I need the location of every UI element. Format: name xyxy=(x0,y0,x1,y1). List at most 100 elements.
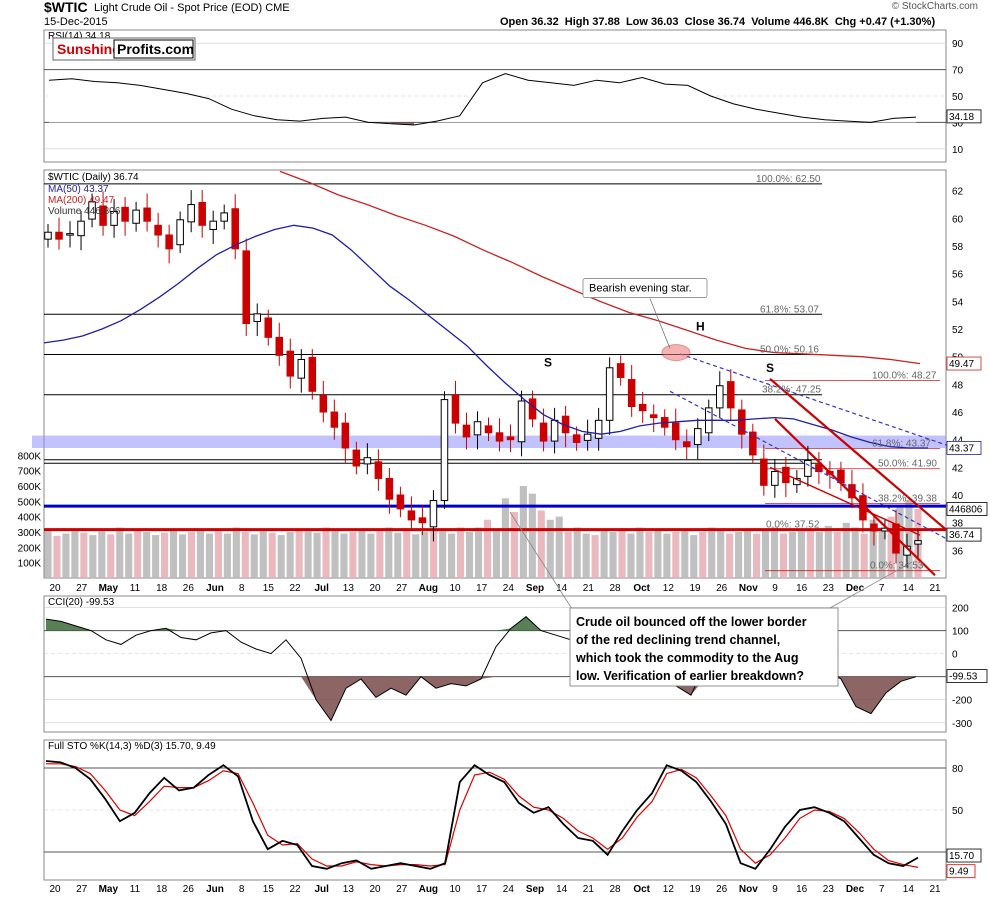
fib-label: 38.2%: 47.25 xyxy=(762,385,821,396)
candle-body xyxy=(198,202,206,226)
candle-body xyxy=(605,367,614,421)
x-tick-label-bottom: 14 xyxy=(556,884,568,895)
volume-bar xyxy=(735,532,743,578)
volume-bar xyxy=(232,527,240,578)
candle-body xyxy=(187,204,195,223)
volume-bar xyxy=(690,535,698,578)
volume-bar xyxy=(178,534,187,578)
candle-body xyxy=(429,500,438,528)
volume-bar xyxy=(125,533,133,578)
rsi-tick-label: 30 xyxy=(952,118,964,129)
volume-bar xyxy=(53,535,61,578)
x-tick-label-bottom: 7 xyxy=(879,884,885,895)
x-tick-label-bottom: Nov xyxy=(739,884,758,895)
volume-bar xyxy=(519,486,527,578)
volume-last-value: 446806 xyxy=(949,504,983,515)
x-tick-label-bottom: 22 xyxy=(289,884,301,895)
volume-bar xyxy=(779,533,788,578)
volume-bar xyxy=(887,516,895,578)
volume-bar xyxy=(627,533,635,578)
evening-star-pointer xyxy=(649,298,671,349)
candle-body xyxy=(738,409,746,435)
candle-body xyxy=(231,208,239,250)
volume-bar xyxy=(214,531,222,578)
x-tick-label-bottom: 23 xyxy=(823,884,835,895)
x-tick-label: 27 xyxy=(396,583,408,594)
x-tick-label: 26 xyxy=(716,583,728,594)
x-tick-label: 16 xyxy=(796,583,808,594)
ma200-last-value-box xyxy=(946,356,982,371)
volume-bar xyxy=(223,533,231,578)
volume-bar xyxy=(286,532,294,578)
volume-bar xyxy=(250,534,258,578)
cci-fill-negative xyxy=(436,676,451,689)
support-zone xyxy=(32,435,946,448)
candle-body xyxy=(484,425,493,434)
candle-body xyxy=(220,212,228,222)
x-tick-label: 21 xyxy=(929,583,941,594)
fib-label: 38.2%: 39.38 xyxy=(878,494,937,505)
volume-bar xyxy=(116,527,124,578)
price-tick-label: 52 xyxy=(952,325,964,336)
x-tick-label-bottom: Oct xyxy=(633,884,650,895)
cci-fill-negative xyxy=(376,676,391,698)
cci-tick-label: 200 xyxy=(952,604,969,615)
volume-bar xyxy=(681,528,689,578)
watermark: © StockCharts.com xyxy=(891,1,978,12)
candle-body xyxy=(804,459,812,477)
candle-body xyxy=(264,317,273,338)
volume-bar xyxy=(546,519,554,578)
x-tick-label: 17 xyxy=(476,583,488,594)
x-tick-label: Jul xyxy=(314,583,329,594)
volume-bar xyxy=(170,530,178,578)
candle-body xyxy=(727,381,735,409)
volume-bar xyxy=(474,527,483,578)
candle-body xyxy=(330,411,339,428)
ma50-legend: MA(50) 43.37 xyxy=(48,184,109,195)
x-tick-label: 20 xyxy=(369,583,381,594)
candle-body xyxy=(143,207,151,222)
cci-fill-negative xyxy=(481,676,496,679)
x-tick-label-bottom: 20 xyxy=(49,884,61,895)
price-tick-label: 58 xyxy=(952,242,964,253)
candle-body xyxy=(154,224,162,236)
volume-last-value-box xyxy=(946,502,988,516)
fib-label: 50.0%: 50.16 xyxy=(760,344,819,355)
volume-bar xyxy=(322,527,330,578)
volume-bar xyxy=(905,499,913,578)
x-tick-label: 13 xyxy=(343,583,355,594)
x-tick-label: 28 xyxy=(609,583,621,594)
price-tick-label: 62 xyxy=(952,187,964,198)
candle-body xyxy=(440,399,449,502)
candle-body xyxy=(638,403,647,412)
cci-fill-positive xyxy=(166,628,181,631)
candle-body xyxy=(44,231,52,240)
candle-body xyxy=(286,350,295,377)
candle-body xyxy=(165,234,173,250)
volume-bar xyxy=(744,528,752,578)
candle-body xyxy=(132,209,140,224)
candle-body xyxy=(760,458,768,486)
sto-k-line xyxy=(45,760,919,870)
rsi-tick-label: 90 xyxy=(952,39,964,50)
volume-bar xyxy=(699,532,707,578)
x-tick-label: 20 xyxy=(49,583,61,594)
sto-legend: Full STO %K(14,3) %D(3) 15.70, 9.49 xyxy=(48,741,216,752)
volume-bar xyxy=(448,533,456,578)
cci-fill-negative xyxy=(856,676,871,714)
x-tick-label: Nov xyxy=(739,583,758,594)
volume-bar xyxy=(815,532,823,578)
sto-k-last-value: 15.70 xyxy=(949,851,974,862)
price-tick-label: 54 xyxy=(952,297,964,308)
candle-body xyxy=(693,428,702,446)
candle-body xyxy=(716,385,724,409)
volume-bar xyxy=(564,532,572,578)
x-tick-label: Sep xyxy=(526,583,544,594)
price-legend: $WTIC (Daily) 36.74 xyxy=(48,172,139,183)
ma50-last-value-box xyxy=(946,441,982,455)
candle-body xyxy=(77,220,85,237)
chart-name: Light Crude Oil - Spot Price (EOD) CME xyxy=(94,2,290,14)
x-tick-label: 15 xyxy=(263,583,275,594)
